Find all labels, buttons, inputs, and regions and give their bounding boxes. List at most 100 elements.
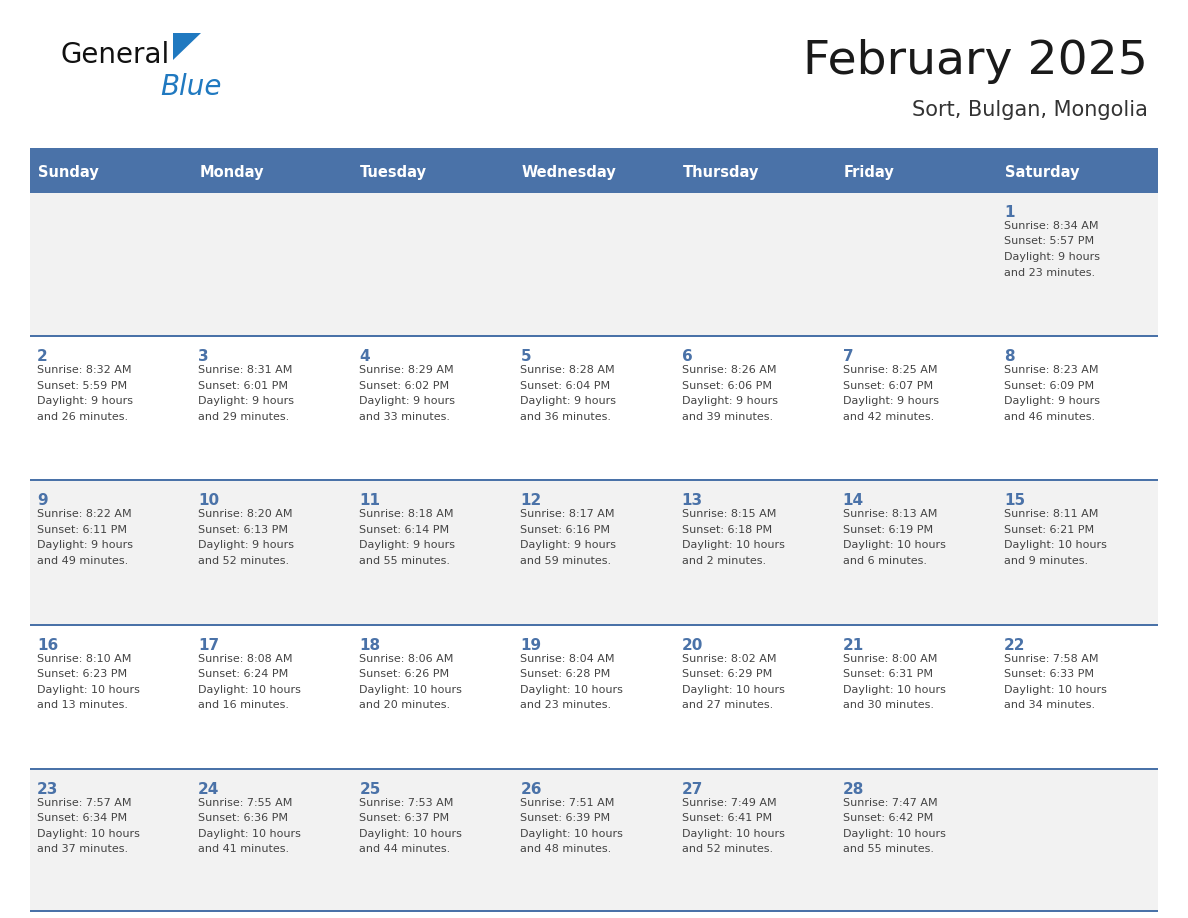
Text: and 23 minutes.: and 23 minutes. [520,700,612,711]
Text: Daylight: 9 hours: Daylight: 9 hours [359,397,455,406]
Text: Blue: Blue [160,73,221,101]
Text: 4: 4 [359,349,369,364]
Text: Sunrise: 8:18 AM: Sunrise: 8:18 AM [359,509,454,520]
Text: Tuesday: Tuesday [360,164,428,180]
Text: 28: 28 [842,782,864,797]
Text: 12: 12 [520,493,542,509]
Text: 13: 13 [682,493,702,509]
Text: Sunset: 6:29 PM: Sunset: 6:29 PM [682,669,772,679]
Text: Daylight: 10 hours: Daylight: 10 hours [37,685,140,695]
Text: 18: 18 [359,638,380,653]
Text: Sunset: 6:28 PM: Sunset: 6:28 PM [520,669,611,679]
Text: Sunset: 6:19 PM: Sunset: 6:19 PM [842,525,933,535]
Bar [835,191,997,335]
Text: Sunset: 6:34 PM: Sunset: 6:34 PM [37,813,127,823]
Text: Sunset: 6:36 PM: Sunset: 6:36 PM [198,813,289,823]
Text: 1: 1 [1004,205,1015,220]
Text: Sunset: 6:23 PM: Sunset: 6:23 PM [37,669,127,679]
Text: Sunset: 6:11 PM: Sunset: 6:11 PM [37,525,127,535]
Text: Daylight: 10 hours: Daylight: 10 hours [682,829,784,839]
Bar [191,191,353,335]
Bar [513,191,675,335]
Bar [30,623,191,767]
Text: General: General [61,41,169,69]
Text: 6: 6 [682,349,693,364]
Text: Daylight: 9 hours: Daylight: 9 hours [37,541,133,551]
Text: Thursday: Thursday [683,164,759,180]
Bar [675,153,835,191]
Text: and 27 minutes.: and 27 minutes. [682,700,773,711]
Text: 8: 8 [1004,349,1015,364]
Text: Daylight: 10 hours: Daylight: 10 hours [842,541,946,551]
Bar [353,335,513,479]
Bar [997,191,1158,335]
Text: Sunset: 6:09 PM: Sunset: 6:09 PM [1004,381,1094,391]
Text: and 9 minutes.: and 9 minutes. [1004,556,1088,565]
Text: 9: 9 [37,493,48,509]
Text: 19: 19 [520,638,542,653]
Text: and 34 minutes.: and 34 minutes. [1004,700,1095,711]
Text: Sunrise: 8:10 AM: Sunrise: 8:10 AM [37,654,132,664]
Bar [675,623,835,767]
Bar [997,623,1158,767]
Text: Sunrise: 8:04 AM: Sunrise: 8:04 AM [520,654,615,664]
Bar [30,479,191,623]
Text: Daylight: 10 hours: Daylight: 10 hours [520,829,624,839]
Text: February 2025: February 2025 [803,39,1148,84]
Text: Sunrise: 7:57 AM: Sunrise: 7:57 AM [37,798,132,808]
Text: Daylight: 9 hours: Daylight: 9 hours [520,397,617,406]
Text: Sunrise: 8:23 AM: Sunrise: 8:23 AM [1004,365,1099,375]
Text: Daylight: 9 hours: Daylight: 9 hours [520,541,617,551]
Bar [191,767,353,912]
Bar [997,479,1158,623]
Text: 11: 11 [359,493,380,509]
Text: Daylight: 10 hours: Daylight: 10 hours [1004,541,1107,551]
Text: and 37 minutes.: and 37 minutes. [37,845,128,855]
Text: 25: 25 [359,782,380,797]
Text: 5: 5 [520,349,531,364]
Text: Sunset: 6:04 PM: Sunset: 6:04 PM [520,381,611,391]
Text: 14: 14 [842,493,864,509]
Text: Daylight: 9 hours: Daylight: 9 hours [359,541,455,551]
Text: Sunrise: 7:58 AM: Sunrise: 7:58 AM [1004,654,1099,664]
Text: Sunset: 6:18 PM: Sunset: 6:18 PM [682,525,772,535]
Text: Daylight: 10 hours: Daylight: 10 hours [198,685,301,695]
Text: Sunset: 6:42 PM: Sunset: 6:42 PM [842,813,933,823]
Text: Sunset: 6:14 PM: Sunset: 6:14 PM [359,525,449,535]
Bar [30,910,1158,912]
Text: Wednesday: Wednesday [522,164,617,180]
Text: Daylight: 9 hours: Daylight: 9 hours [1004,252,1100,262]
Bar [30,191,191,335]
Bar [513,623,675,767]
Text: Sunset: 6:07 PM: Sunset: 6:07 PM [842,381,933,391]
Text: and 33 minutes.: and 33 minutes. [359,411,450,421]
Text: and 6 minutes.: and 6 minutes. [842,556,927,565]
Text: Sort, Bulgan, Mongolia: Sort, Bulgan, Mongolia [912,100,1148,120]
Bar [675,191,835,335]
Text: Sunset: 6:37 PM: Sunset: 6:37 PM [359,813,449,823]
Text: and 16 minutes.: and 16 minutes. [198,700,289,711]
Text: Sunset: 5:59 PM: Sunset: 5:59 PM [37,381,127,391]
Text: and 42 minutes.: and 42 minutes. [842,411,934,421]
Text: Sunset: 6:41 PM: Sunset: 6:41 PM [682,813,772,823]
Text: Daylight: 9 hours: Daylight: 9 hours [37,397,133,406]
Text: and 46 minutes.: and 46 minutes. [1004,411,1095,421]
Bar [30,153,191,191]
Text: 23: 23 [37,782,58,797]
Text: and 26 minutes.: and 26 minutes. [37,411,128,421]
Bar [30,767,191,912]
Text: and 44 minutes.: and 44 minutes. [359,845,450,855]
Bar [191,335,353,479]
Text: Sunrise: 7:55 AM: Sunrise: 7:55 AM [198,798,292,808]
Text: Sunrise: 8:11 AM: Sunrise: 8:11 AM [1004,509,1098,520]
Bar [513,479,675,623]
Text: Sunrise: 8:17 AM: Sunrise: 8:17 AM [520,509,615,520]
Text: 26: 26 [520,782,542,797]
Text: Sunrise: 7:51 AM: Sunrise: 7:51 AM [520,798,615,808]
Text: Sunrise: 8:26 AM: Sunrise: 8:26 AM [682,365,776,375]
Polygon shape [173,33,201,60]
Text: Daylight: 9 hours: Daylight: 9 hours [198,541,295,551]
Text: Sunset: 6:31 PM: Sunset: 6:31 PM [842,669,933,679]
Text: and 55 minutes.: and 55 minutes. [842,845,934,855]
Text: Daylight: 10 hours: Daylight: 10 hours [682,541,784,551]
